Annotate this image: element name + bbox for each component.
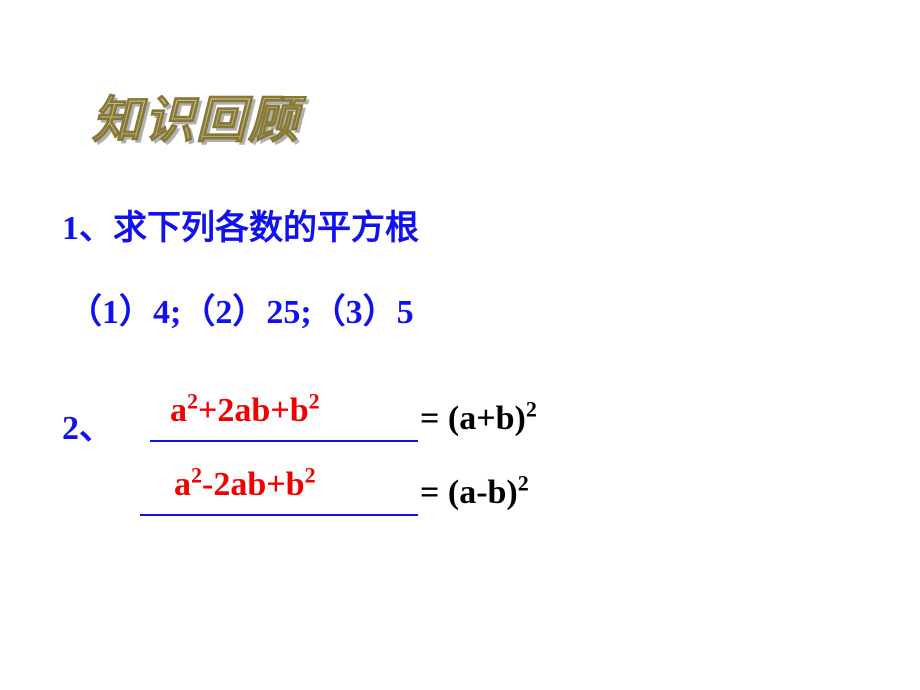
problem2-blank1-underline: [150, 440, 418, 442]
problem2-rhs2: = (a-b)2: [420, 474, 529, 512]
problem2-line1: 2、: [62, 400, 113, 449]
problem1-header: 1、求下列各数的平方根: [62, 200, 419, 249]
problem1-items: （1）4;（2）25;（3）5: [68, 284, 414, 333]
problem2-blank2-underline: [140, 514, 418, 516]
problem1-text: 求下列各数的平方根: [113, 210, 419, 247]
problem2-answer2: a2-2ab+b2: [174, 466, 316, 504]
problem1-prefix: 1、: [62, 210, 113, 247]
problem2-rhs1: = (a+b)2: [420, 400, 537, 438]
problem2-answer1: a2+2ab+b2: [170, 392, 320, 430]
page-title: 知识回顾: [92, 80, 300, 152]
problem2-prefix: 2、: [62, 410, 113, 447]
